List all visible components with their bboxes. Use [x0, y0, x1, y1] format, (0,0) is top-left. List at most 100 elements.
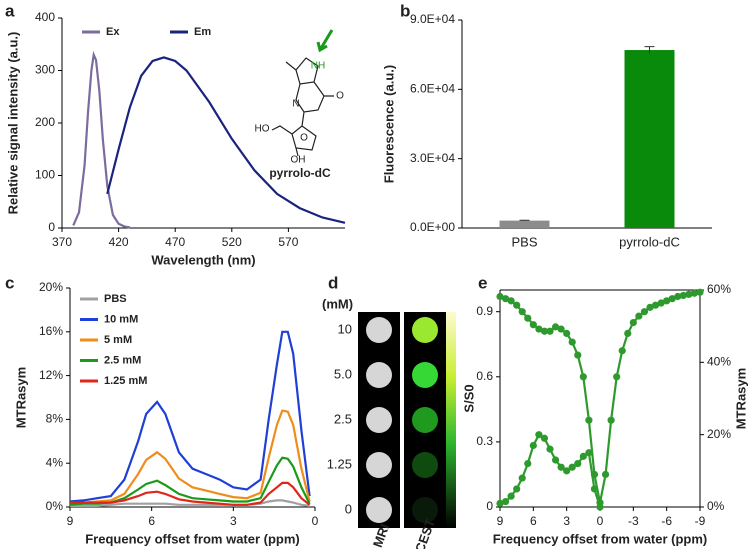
y-tick-label: 0.0E+00 — [410, 220, 455, 234]
panel-label: a — [5, 1, 15, 20]
marker — [674, 292, 682, 301]
marker — [524, 314, 532, 322]
mri-sample — [366, 407, 392, 433]
y-tick-label: 0% — [46, 499, 64, 513]
x-tick-label: -9 — [695, 514, 706, 528]
structure — [271, 57, 334, 157]
marker — [513, 485, 521, 493]
marker — [557, 463, 565, 471]
x-tick-label: 370 — [52, 235, 72, 249]
series-line — [70, 499, 310, 507]
marker — [601, 470, 610, 479]
marker — [685, 290, 693, 298]
marker — [524, 460, 532, 468]
legend-label: Ex — [106, 26, 120, 38]
mri-sample — [366, 362, 392, 388]
x-tick-label: 520 — [222, 235, 242, 249]
bar — [624, 50, 675, 228]
y-tick-label: 300 — [35, 63, 55, 77]
error-bar — [644, 46, 655, 54]
marker — [518, 308, 526, 316]
marker — [496, 292, 504, 301]
cest-sample — [412, 317, 438, 343]
series-line — [69, 456, 311, 506]
marker — [679, 291, 687, 300]
marker — [540, 327, 549, 335]
y-axis-label: Relative signal intensity (a.u.) — [5, 32, 20, 215]
row-label: 2.5 — [334, 411, 352, 426]
colorbar — [446, 312, 456, 528]
row-label: 1.25 — [327, 456, 352, 471]
atom-label: O — [300, 133, 308, 144]
marker — [496, 499, 504, 507]
x-tick-label: -3 — [628, 514, 639, 528]
annotation: pyrrolo-dC — [269, 166, 331, 180]
marker — [618, 347, 626, 355]
marker — [663, 297, 671, 305]
row-label: 10 — [338, 321, 352, 336]
marker — [574, 460, 582, 468]
x-tick-label: 470 — [165, 235, 185, 249]
y-tick-label: 12% — [39, 368, 63, 382]
marker — [551, 456, 560, 464]
panel-label: b — [400, 1, 410, 20]
panel-label: d — [328, 273, 338, 292]
marker — [568, 338, 576, 346]
series-line — [70, 481, 311, 506]
marker — [646, 303, 654, 311]
structure-bonds — [271, 57, 334, 157]
cest-sample — [412, 497, 438, 523]
y-axis-label: S/S0 — [461, 384, 476, 412]
x-tick-label: 0 — [312, 514, 319, 528]
atom-label: O — [336, 91, 344, 102]
marker — [668, 295, 676, 303]
y-tick-label: 4% — [46, 455, 64, 469]
cest-sample — [412, 362, 438, 388]
y2-tick-label: 40% — [707, 355, 731, 369]
x-axis-label: Frequency offset from water (ppm) — [85, 531, 300, 546]
marker — [635, 312, 643, 320]
marker — [590, 485, 599, 493]
legend-label: 10 mM — [104, 313, 138, 325]
row-label: 5.0 — [334, 366, 352, 381]
x-tick-label: PBS — [511, 234, 537, 249]
series-line — [69, 330, 311, 503]
error-bar — [519, 219, 530, 221]
marker — [546, 445, 554, 453]
x-tick-label: 9 — [497, 514, 504, 528]
marker — [568, 463, 576, 471]
legend-label: 1.25 mM — [104, 375, 147, 387]
y-tick-label: 400 — [35, 10, 55, 24]
series-line — [72, 50, 131, 229]
x-tick-label: 6 — [530, 514, 537, 528]
marker — [563, 467, 571, 475]
mri-sample — [366, 317, 392, 343]
atom-label: NH — [311, 61, 325, 72]
marker — [629, 318, 637, 327]
x-tick-label: 3 — [230, 514, 237, 528]
atom-label: OH — [291, 155, 306, 166]
bar — [499, 220, 550, 228]
x-tick-label: -6 — [661, 514, 672, 528]
marker — [651, 301, 660, 309]
series-line — [106, 56, 346, 224]
marker — [501, 497, 510, 506]
y-tick-label: 0 — [486, 499, 493, 513]
x-tick-label: 3 — [563, 514, 570, 528]
y-tick-label: 6.0E+04 — [410, 82, 455, 96]
marker — [546, 327, 554, 335]
atom-label: HO — [255, 124, 270, 135]
legend-label: 2.5 mM — [104, 354, 141, 366]
marker — [585, 449, 593, 457]
marker — [557, 325, 565, 333]
marker — [518, 474, 526, 482]
x-tick-label: 9 — [67, 514, 74, 528]
marker — [529, 321, 537, 329]
y-tick-label: 0 — [48, 220, 55, 234]
x-tick-label: 570 — [278, 235, 298, 249]
marker — [535, 325, 543, 333]
marker — [607, 416, 615, 424]
marker — [535, 431, 543, 439]
cest-sample — [412, 407, 438, 433]
